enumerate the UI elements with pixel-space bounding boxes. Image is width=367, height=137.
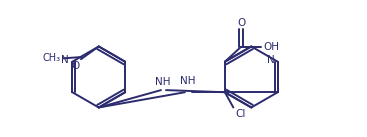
Text: NH: NH bbox=[155, 77, 171, 87]
Text: N: N bbox=[61, 55, 69, 65]
Text: Cl: Cl bbox=[235, 109, 246, 119]
Text: OH: OH bbox=[263, 42, 279, 52]
Text: O: O bbox=[72, 61, 80, 71]
Text: CH₃: CH₃ bbox=[43, 53, 61, 63]
Text: N: N bbox=[267, 55, 275, 65]
Text: O: O bbox=[237, 18, 246, 28]
Text: NH: NH bbox=[181, 76, 196, 86]
